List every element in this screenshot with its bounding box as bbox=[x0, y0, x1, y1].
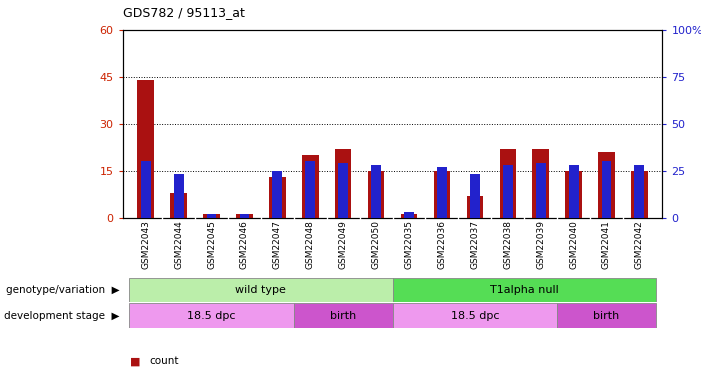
Text: GSM22035: GSM22035 bbox=[404, 220, 414, 269]
Bar bbox=[631, 171, 648, 217]
Text: T1alpha null: T1alpha null bbox=[490, 285, 559, 295]
Bar bbox=[536, 163, 545, 218]
Bar bbox=[273, 171, 283, 217]
Bar bbox=[401, 214, 417, 217]
Bar bbox=[339, 163, 348, 218]
Text: GSM22047: GSM22047 bbox=[273, 220, 282, 269]
Bar bbox=[601, 161, 611, 218]
Bar bbox=[368, 171, 384, 217]
Bar bbox=[174, 174, 184, 217]
Bar bbox=[437, 167, 447, 218]
Bar bbox=[129, 303, 294, 328]
Bar bbox=[306, 161, 315, 218]
Text: genotype/variation  ▶: genotype/variation ▶ bbox=[6, 285, 119, 295]
Bar bbox=[129, 278, 393, 302]
Bar bbox=[240, 214, 250, 217]
Text: wild type: wild type bbox=[236, 285, 286, 295]
Bar bbox=[302, 155, 318, 218]
Text: development stage  ▶: development stage ▶ bbox=[4, 310, 119, 321]
Text: GSM22039: GSM22039 bbox=[536, 220, 545, 269]
Bar bbox=[500, 149, 516, 217]
Text: birth: birth bbox=[593, 310, 620, 321]
Text: GSM22041: GSM22041 bbox=[602, 220, 611, 269]
Bar bbox=[634, 165, 644, 218]
Text: GSM22044: GSM22044 bbox=[174, 220, 183, 268]
Bar bbox=[203, 214, 220, 217]
Text: GDS782 / 95113_at: GDS782 / 95113_at bbox=[123, 6, 245, 19]
Text: 18.5 dpc: 18.5 dpc bbox=[451, 310, 499, 321]
Bar bbox=[141, 161, 151, 218]
Bar bbox=[170, 192, 187, 217]
Bar bbox=[470, 174, 479, 217]
Text: GSM22049: GSM22049 bbox=[339, 220, 348, 269]
Text: ■: ■ bbox=[130, 357, 140, 366]
Text: GSM22037: GSM22037 bbox=[470, 220, 479, 269]
Bar bbox=[404, 212, 414, 217]
Text: GSM22038: GSM22038 bbox=[503, 220, 512, 269]
Bar bbox=[207, 214, 217, 217]
Bar bbox=[533, 149, 549, 217]
Bar bbox=[434, 171, 450, 217]
Bar bbox=[467, 196, 483, 217]
Text: GSM22045: GSM22045 bbox=[207, 220, 216, 269]
Text: count: count bbox=[149, 357, 179, 366]
Bar bbox=[236, 214, 252, 217]
Bar bbox=[557, 303, 656, 328]
Bar bbox=[335, 149, 351, 217]
Bar bbox=[393, 278, 656, 302]
Bar bbox=[598, 152, 615, 217]
Bar bbox=[565, 171, 582, 217]
Text: birth: birth bbox=[330, 310, 356, 321]
Text: GSM22042: GSM22042 bbox=[635, 220, 644, 268]
Bar bbox=[371, 165, 381, 218]
Bar bbox=[569, 165, 578, 218]
Text: GSM22040: GSM22040 bbox=[569, 220, 578, 269]
Text: GSM22043: GSM22043 bbox=[141, 220, 150, 269]
Bar bbox=[269, 177, 285, 218]
Bar bbox=[137, 80, 154, 218]
Bar bbox=[294, 303, 393, 328]
Bar bbox=[393, 303, 557, 328]
Text: GSM22036: GSM22036 bbox=[437, 220, 447, 269]
Text: 18.5 dpc: 18.5 dpc bbox=[187, 310, 236, 321]
Text: GSM22050: GSM22050 bbox=[372, 220, 381, 269]
Bar bbox=[503, 165, 512, 218]
Text: GSM22046: GSM22046 bbox=[240, 220, 249, 269]
Text: GSM22048: GSM22048 bbox=[306, 220, 315, 269]
